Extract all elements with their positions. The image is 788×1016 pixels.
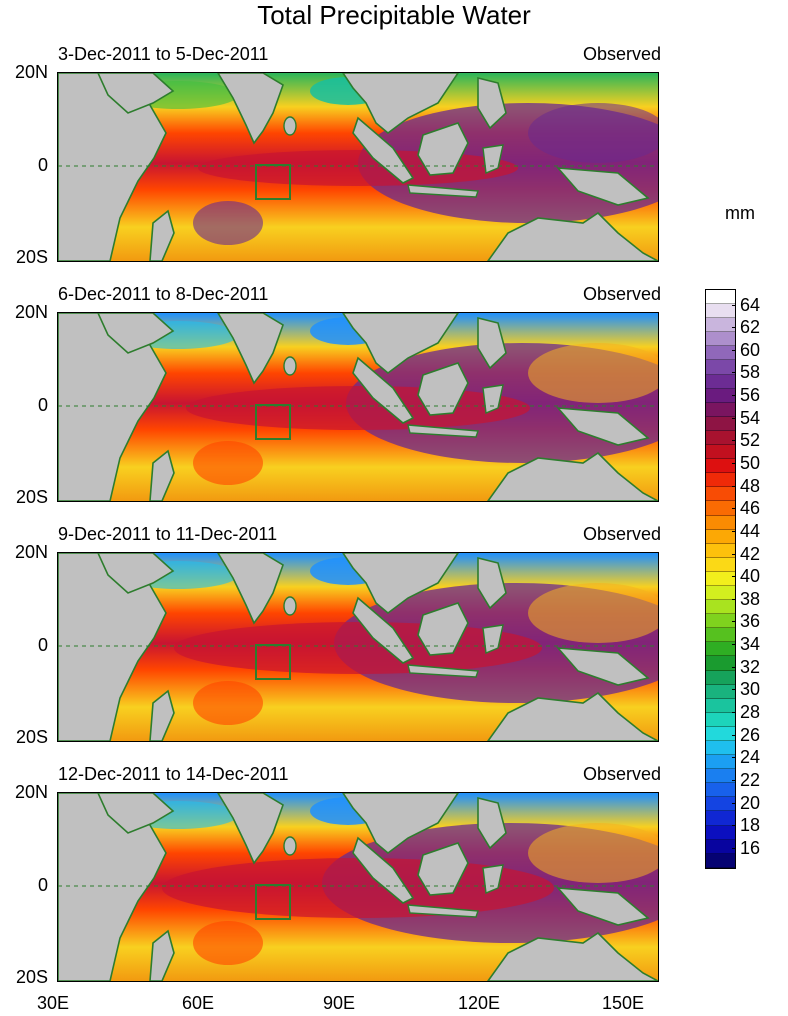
colorbar-tick-label: 56 <box>731 385 760 405</box>
colorbar-segment <box>706 825 735 840</box>
colorbar-segment <box>706 698 735 713</box>
lat-label-equator: 0 <box>37 395 48 415</box>
map-panel-4 <box>57 792 659 982</box>
colorbar-segment <box>706 304 735 319</box>
lat-label-20n: 20N <box>14 782 48 802</box>
colorbar-segment <box>706 741 735 756</box>
colorbar-segment <box>706 797 735 812</box>
colorbar-segment <box>706 571 735 586</box>
lon-label-120e: 120E <box>457 993 501 1013</box>
colorbar-tick-label: 16 <box>731 838 760 858</box>
lat-label-20n: 20N <box>14 62 48 82</box>
colorbar-segment <box>706 726 735 741</box>
colorbar-segment <box>706 783 735 798</box>
units-label: mm <box>725 203 755 223</box>
colorbar-segment <box>706 543 735 558</box>
colorbar-segment <box>706 712 735 727</box>
colorbar-segment <box>706 416 735 431</box>
colorbar-segment <box>706 402 735 417</box>
colorbar <box>705 289 736 869</box>
panel-status-label: Observed <box>582 284 661 304</box>
colorbar-tick-label: 20 <box>731 793 760 813</box>
colorbar-tick-label: 46 <box>731 498 760 518</box>
colorbar-segment <box>706 670 735 685</box>
colorbar-tick-label: 38 <box>731 589 760 609</box>
colorbar-segment <box>706 501 735 516</box>
colorbar-tick-label: 18 <box>731 815 760 835</box>
panel-period-label: 9-Dec-2011 to 11-Dec-2011 <box>58 524 278 544</box>
colorbar-segment <box>706 445 735 460</box>
panel-status-label: Observed <box>582 524 661 544</box>
panel-period-label: 12-Dec-2011 to 14-Dec-2011 <box>58 764 289 784</box>
colorbar-segment <box>706 290 735 305</box>
lon-label-150e: 150E <box>601 993 645 1013</box>
lat-label-equator: 0 <box>37 155 48 175</box>
panel-status-label: Observed <box>582 764 661 784</box>
colorbar-tick-label: 28 <box>731 702 760 722</box>
map-panel-1 <box>57 72 659 262</box>
colorbar-tick-label: 30 <box>731 679 760 699</box>
colorbar-segment <box>706 459 735 474</box>
colorbar-segment <box>706 360 735 375</box>
colorbar-segment <box>706 628 735 643</box>
colorbar-segment <box>706 585 735 601</box>
colorbar-segment <box>706 346 735 361</box>
lat-label-20n: 20N <box>14 302 48 322</box>
colorbar-tick-label: 34 <box>731 634 760 654</box>
colorbar-segment <box>706 473 735 488</box>
colorbar-tick-label: 44 <box>731 521 760 541</box>
colorbar-tick-label: 58 <box>731 362 760 382</box>
lat-label-20s: 20S <box>15 487 48 507</box>
colorbar-segment <box>706 839 735 854</box>
colorbar-tick-label: 40 <box>731 566 760 586</box>
colorbar-segment <box>706 374 735 389</box>
lat-label-equator: 0 <box>37 875 48 895</box>
lat-label-20s: 20S <box>15 247 48 267</box>
colorbar-segment <box>706 769 735 784</box>
colorbar-segment <box>706 557 735 572</box>
colorbar-tick-label: 48 <box>731 476 760 496</box>
lat-label-20s: 20S <box>15 727 48 747</box>
panel-period-label: 6-Dec-2011 to 8-Dec-2011 <box>58 284 269 304</box>
lon-label-90e: 90E <box>322 993 356 1013</box>
colorbar-segment <box>706 755 735 770</box>
colorbar-segment <box>706 388 735 403</box>
panel-status-label: Observed <box>582 44 661 64</box>
colorbar-segment <box>706 430 735 446</box>
lat-label-20n: 20N <box>14 542 48 562</box>
colorbar-segment <box>706 318 735 333</box>
colorbar-segment <box>706 529 735 544</box>
colorbar-tick-label: 60 <box>731 340 760 360</box>
map-panel-2 <box>57 312 659 502</box>
lat-label-equator: 0 <box>37 635 48 655</box>
colorbar-tick-label: 32 <box>731 657 760 677</box>
lon-label-60e: 60E <box>181 993 215 1013</box>
figure-title: Total Precipitable Water <box>257 0 531 30</box>
colorbar-tick-label: 52 <box>731 430 760 450</box>
colorbar-segment <box>706 811 735 826</box>
colorbar-tick-label: 36 <box>731 611 760 631</box>
map-panel-3 <box>57 552 659 742</box>
colorbar-tick-label: 54 <box>731 408 760 428</box>
colorbar-segment <box>706 853 735 868</box>
panel-period-label: 3-Dec-2011 to 5-Dec-2011 <box>58 44 269 64</box>
colorbar-tick-label: 50 <box>731 453 760 473</box>
lat-label-20s: 20S <box>15 967 48 987</box>
colorbar-tick-label: 62 <box>731 317 760 337</box>
colorbar-tick-label: 64 <box>731 295 760 315</box>
colorbar-tick-label: 24 <box>731 747 760 767</box>
colorbar-segment <box>706 332 735 347</box>
colorbar-segment <box>706 614 735 629</box>
colorbar-segment <box>706 600 735 615</box>
lon-label-30e: 30E <box>36 993 70 1013</box>
colorbar-segment <box>706 487 735 502</box>
colorbar-tick-label: 22 <box>731 770 760 790</box>
colorbar-tick-label: 26 <box>731 725 760 745</box>
colorbar-segment <box>706 656 735 671</box>
colorbar-tick-label: 42 <box>731 544 760 564</box>
colorbar-segment <box>706 515 735 530</box>
colorbar-segment <box>706 642 735 657</box>
colorbar-segment <box>706 684 735 699</box>
